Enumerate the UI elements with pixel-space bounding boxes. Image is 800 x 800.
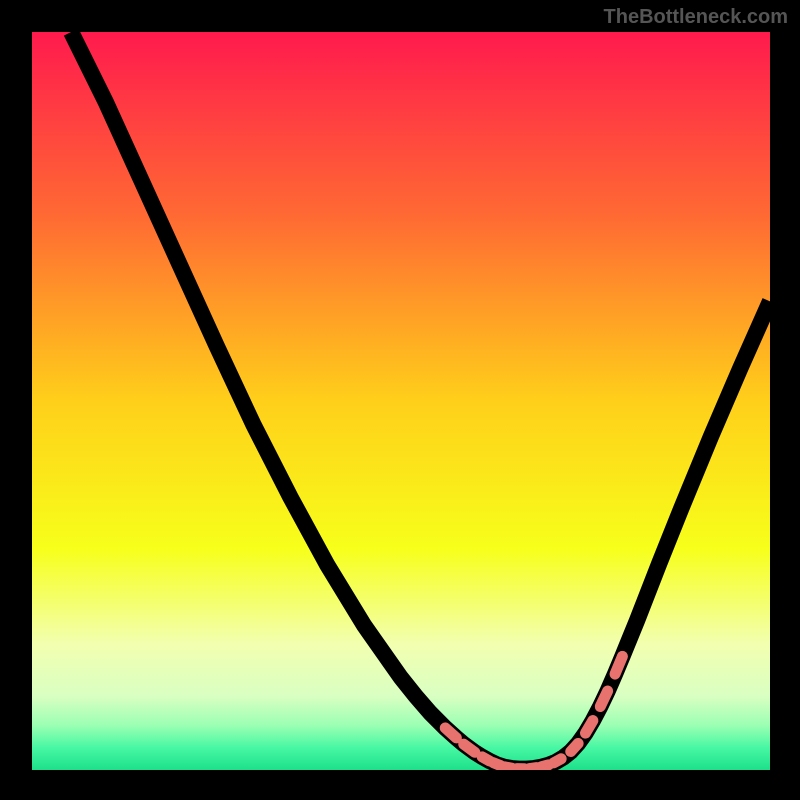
- overlay-dash: [445, 728, 456, 738]
- overlay-dash: [586, 721, 593, 734]
- overlay-dash: [600, 691, 607, 706]
- chart-svg: [32, 32, 770, 770]
- watermark-text: TheBottleneck.com: [604, 6, 788, 29]
- bottleneck-curve: [71, 32, 770, 769]
- overlay-dash: [615, 656, 622, 674]
- overlay-dash: [504, 767, 511, 768]
- overlay-dash: [529, 768, 536, 769]
- overlay-dash: [541, 765, 548, 767]
- overlay-dash: [571, 743, 578, 751]
- overlay-dash: [464, 744, 475, 752]
- overlay-dash: [554, 759, 561, 763]
- chart-plot-area: [32, 32, 770, 770]
